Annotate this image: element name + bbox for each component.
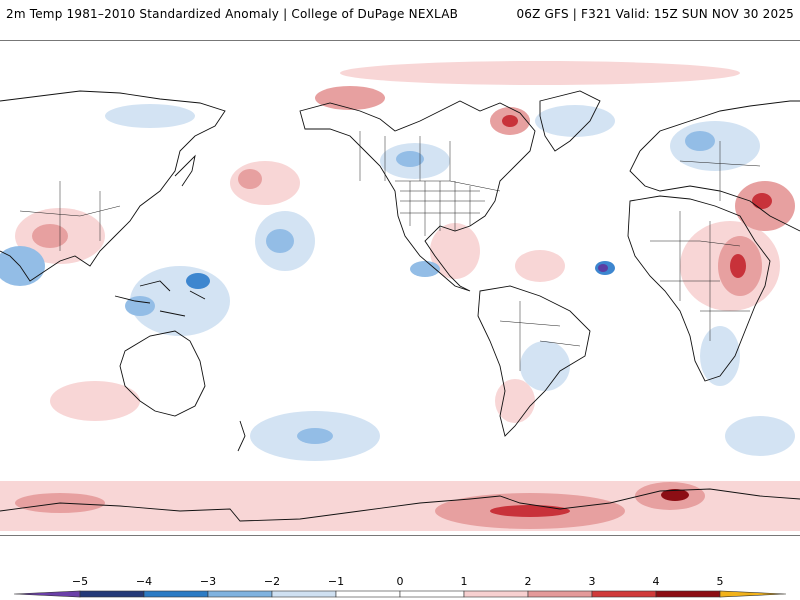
hudson-hot-core — [502, 115, 518, 127]
colorbar-low-extension — [13, 590, 81, 598]
south-pacific-cold-core — [297, 428, 333, 444]
colorbar-bin-0 — [79, 590, 145, 598]
colorbar-tick-label: −3 — [200, 575, 216, 588]
south-indian-cold — [725, 416, 795, 456]
colorbar-bin-3 — [271, 590, 337, 598]
africa-borders — [650, 211, 750, 341]
colorbar-svg: −5 −4 −3 −2 −1 0 1 2 3 4 5 — [13, 575, 787, 598]
south-america-cold — [520, 341, 570, 391]
borders — [19, 131, 761, 371]
colorbar-bin-9 — [655, 590, 721, 598]
asia-warm-core — [32, 224, 68, 248]
map-canvas — [0, 41, 800, 535]
colorbar-bin-2 — [207, 590, 273, 598]
cold-anomaly-regions — [0, 104, 795, 461]
colorbar-bin-4 — [335, 590, 401, 598]
east-pacific-cold — [410, 261, 440, 277]
colorbar-tick-label: 3 — [589, 575, 596, 588]
atlantic-extreme-cold — [598, 264, 608, 272]
middle-east-hot — [752, 193, 772, 209]
europe-cold — [670, 121, 760, 171]
colorbar-tick-label: −1 — [328, 575, 344, 588]
new-zealand-coast — [237, 420, 246, 452]
warm-anomaly-regions — [0, 61, 800, 531]
colorbar-bin-6 — [463, 590, 529, 598]
colorbar-tick-label: 0 — [397, 575, 404, 588]
europe-coast — [629, 150, 800, 232]
colorbar-bin-5 — [399, 590, 465, 598]
east-africa-hot — [730, 254, 746, 278]
canada-provinces — [359, 131, 451, 181]
model-run-info: 06Z GFS | F321 Valid: 15Z SUN NOV 30 202… — [516, 7, 794, 21]
us-south-warm — [430, 223, 480, 279]
antarctic-hot-west — [490, 505, 570, 517]
colorbar-tick-label: 4 — [653, 575, 660, 588]
colorbar-tick-label: −5 — [72, 575, 88, 588]
colorbar-bin-8 — [591, 590, 657, 598]
south-america-coast — [477, 285, 591, 437]
map-header: 2m Temp 1981–2010 Standardized Anomaly |… — [0, 0, 800, 40]
africa-coast — [627, 195, 771, 382]
pacific-cold-core — [186, 273, 210, 289]
map-title: 2m Temp 1981–2010 Standardized Anomaly |… — [6, 7, 459, 21]
australia-coast — [119, 330, 206, 417]
colorbar-tick-label: 2 — [525, 575, 532, 588]
greenland-coast — [539, 90, 601, 152]
arctic-warm-band — [340, 61, 740, 85]
japan-coast — [174, 154, 196, 187]
antarctic-very-hot — [661, 489, 689, 501]
arctic-warm-patch — [315, 86, 385, 110]
colorbar-tick-label: 1 — [461, 575, 468, 588]
eurasia-coast — [0, 90, 800, 282]
indian-ocean-warm — [50, 381, 140, 421]
colorbar-bin-7 — [527, 590, 593, 598]
canada-cold-core — [396, 151, 424, 167]
central-pacific-cold-core — [266, 229, 294, 253]
colorbar: −5 −4 −3 −2 −1 0 1 2 3 4 5 — [0, 572, 800, 600]
asia-borders — [19, 141, 761, 251]
north-pacific-warm-core — [238, 169, 262, 189]
antarctica-coast — [0, 488, 800, 522]
colorbar-tick-label: 5 — [717, 575, 724, 588]
southern-africa-cold — [700, 326, 740, 386]
siberia-cold — [105, 104, 195, 128]
indonesia-coast — [114, 280, 206, 317]
south-america-borders — [499, 301, 581, 371]
colorbar-high-extension — [719, 590, 787, 598]
world-anomaly-map — [0, 40, 800, 536]
south-america-warm — [495, 379, 535, 423]
colorbar-tick-label: −4 — [136, 575, 152, 588]
coastlines — [0, 90, 800, 522]
indonesia-cold — [125, 296, 155, 316]
greenland-cold — [535, 105, 615, 137]
colorbar-tick-label: −2 — [264, 575, 280, 588]
atlantic-warm — [515, 250, 565, 282]
us-state-grid — [400, 181, 485, 236]
europe-cold-core — [685, 131, 715, 151]
india-cold — [0, 246, 45, 286]
colorbar-bin-1 — [143, 590, 209, 598]
